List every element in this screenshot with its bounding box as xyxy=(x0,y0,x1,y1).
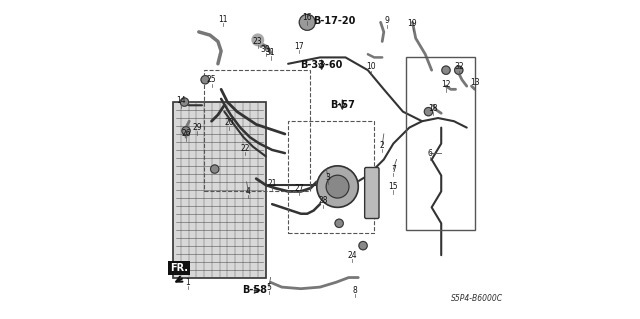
Bar xyxy=(288,121,374,233)
Text: B-58: B-58 xyxy=(242,285,267,295)
Text: FR.: FR. xyxy=(170,263,188,273)
Text: 6: 6 xyxy=(428,149,433,158)
Circle shape xyxy=(252,34,264,46)
Bar xyxy=(406,57,475,230)
Text: 27: 27 xyxy=(294,184,304,193)
Text: 22: 22 xyxy=(240,144,250,153)
Text: 18: 18 xyxy=(429,104,438,113)
Circle shape xyxy=(454,66,463,74)
Text: 2: 2 xyxy=(380,141,385,150)
FancyBboxPatch shape xyxy=(365,167,379,219)
Text: FR.: FR. xyxy=(170,263,188,273)
Text: 15: 15 xyxy=(388,182,398,191)
Text: 7: 7 xyxy=(391,165,396,174)
Text: 10: 10 xyxy=(366,63,376,71)
Text: 28: 28 xyxy=(319,197,328,205)
Text: 8: 8 xyxy=(353,286,358,295)
Text: 4: 4 xyxy=(246,187,251,196)
Text: 29: 29 xyxy=(193,123,202,132)
Text: 32: 32 xyxy=(454,63,463,71)
Circle shape xyxy=(201,76,209,84)
Text: S5P4-B6000C: S5P4-B6000C xyxy=(451,294,503,303)
Bar xyxy=(173,102,266,278)
Text: B-17-20: B-17-20 xyxy=(313,16,356,26)
Circle shape xyxy=(359,241,367,250)
Text: 14: 14 xyxy=(177,96,186,105)
Text: 13: 13 xyxy=(470,78,479,87)
Text: 26: 26 xyxy=(181,130,191,138)
Text: 11: 11 xyxy=(218,15,227,24)
Text: B-33-60: B-33-60 xyxy=(300,60,343,70)
Text: 12: 12 xyxy=(441,80,451,89)
Circle shape xyxy=(424,108,433,116)
Circle shape xyxy=(317,166,358,207)
Text: 19: 19 xyxy=(408,19,417,28)
Text: 25: 25 xyxy=(207,75,216,84)
Text: 20: 20 xyxy=(224,118,234,127)
Text: 24: 24 xyxy=(347,251,356,260)
Circle shape xyxy=(326,175,349,198)
Text: 31: 31 xyxy=(266,48,275,57)
Text: 23: 23 xyxy=(253,37,262,46)
Bar xyxy=(204,70,310,191)
Circle shape xyxy=(442,66,450,74)
Circle shape xyxy=(335,219,343,227)
Text: B-57: B-57 xyxy=(330,100,355,110)
Text: 1: 1 xyxy=(185,278,190,287)
Text: 21: 21 xyxy=(268,179,277,188)
Text: 3: 3 xyxy=(326,173,330,182)
Text: 9: 9 xyxy=(385,16,389,25)
Text: 16: 16 xyxy=(303,13,312,22)
Circle shape xyxy=(300,14,316,30)
Text: 5: 5 xyxy=(266,283,271,292)
Circle shape xyxy=(180,98,189,106)
Text: 17: 17 xyxy=(294,42,304,51)
Circle shape xyxy=(211,165,219,173)
Circle shape xyxy=(182,127,190,135)
Text: 30: 30 xyxy=(261,45,271,54)
